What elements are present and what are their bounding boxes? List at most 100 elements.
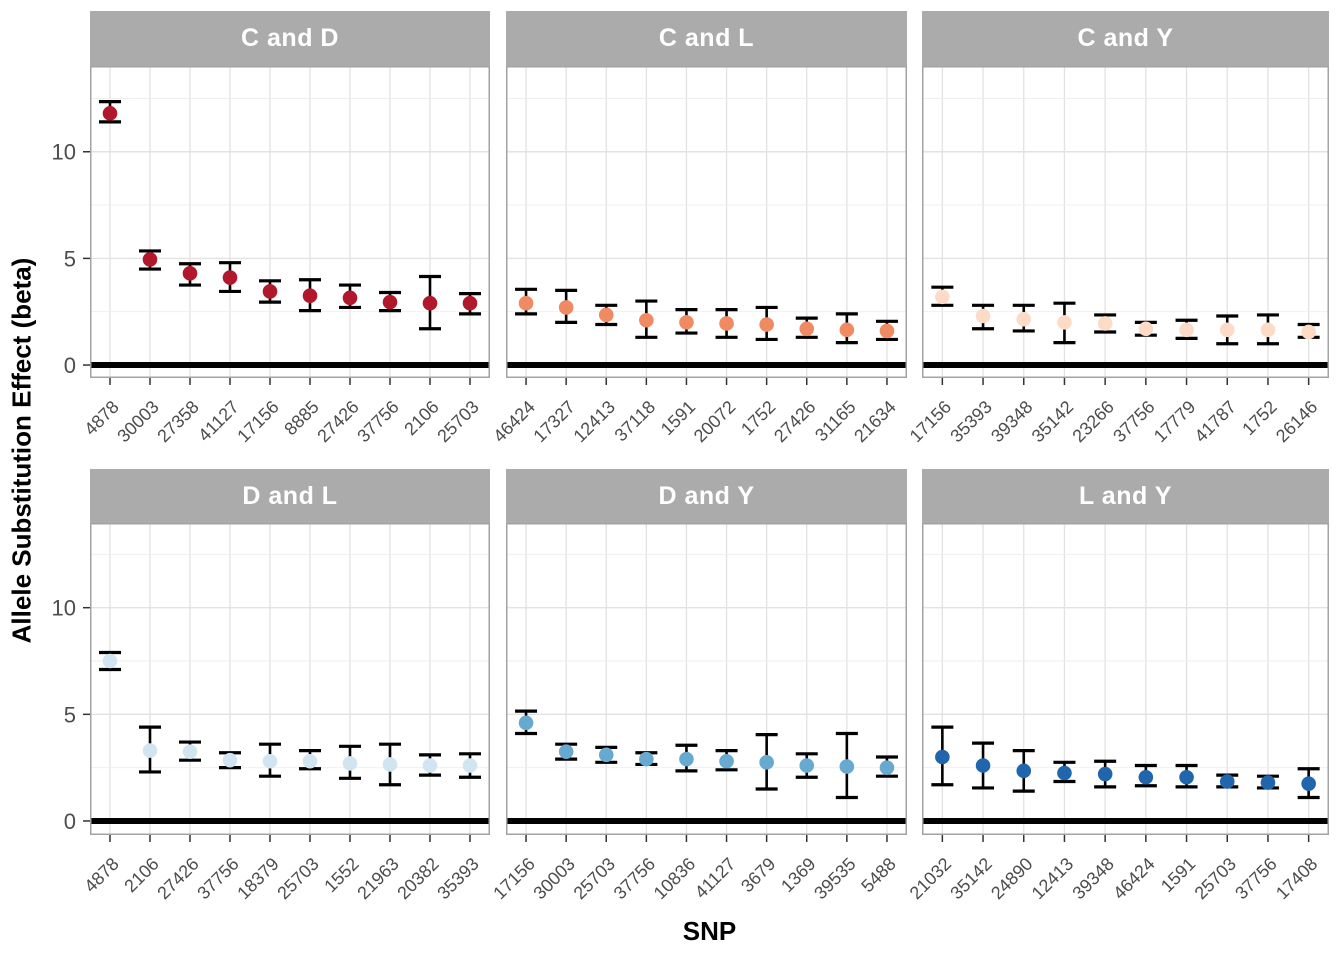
x-tick-label: 37756: [193, 854, 243, 904]
x-tick-label: 46424: [489, 397, 539, 447]
x-axis-title: SNP: [682, 916, 737, 946]
x-tick-label: 46424: [1109, 854, 1159, 904]
x-tick-label: 21963: [353, 854, 403, 904]
data-point: [639, 751, 654, 767]
x-tick-label: 17156: [233, 397, 283, 447]
data-point: [1097, 766, 1113, 782]
y-tick-label: 10: [52, 140, 76, 165]
data-point: [679, 315, 694, 330]
data-point: [1016, 763, 1032, 779]
x-tick-label: 12413: [570, 397, 620, 447]
data-point: [518, 295, 534, 311]
facet-plot-area: 4878210627426377561837925703155221963203…: [80, 523, 490, 904]
data-point: [102, 106, 118, 121]
data-point: [222, 752, 238, 768]
facet-plot-area: 4642417327124133711815912007217522742631…: [489, 66, 907, 447]
panel-border: [90, 66, 490, 378]
x-tick-label: 39348: [987, 397, 1037, 447]
x-tick-label: 41127: [691, 854, 740, 903]
x-tick-label: 20072: [690, 397, 740, 447]
panel-border: [506, 523, 907, 835]
facet-strip: L and Y: [922, 469, 1329, 523]
data-point: [222, 270, 238, 285]
data-point: [462, 758, 478, 773]
x-tick-label: 17779: [1150, 397, 1200, 447]
facet-strip: C and D: [90, 11, 490, 66]
data-point: [302, 753, 318, 769]
x-tick-label: 18379: [233, 854, 283, 904]
x-tick-label: 37756: [610, 854, 660, 904]
x-tick-label: 21634: [850, 397, 900, 447]
x-tick-label: 17156: [489, 854, 539, 904]
data-point: [839, 322, 855, 338]
panel-border: [922, 523, 1329, 835]
data-point: [462, 295, 478, 311]
data-point: [879, 760, 895, 775]
data-point: [598, 307, 614, 323]
y-axis: 0 5 10: [52, 596, 90, 834]
x-tick-label: 17327: [529, 397, 579, 447]
x-tick-label: 26146: [1272, 397, 1322, 447]
x-tick-label: 21032: [906, 854, 956, 904]
data-point: [639, 312, 654, 328]
data-point: [102, 653, 118, 669]
data-point: [262, 753, 278, 769]
x-tick-label: 37118: [611, 397, 660, 446]
data-point: [1057, 315, 1072, 330]
x-tick-label: 3679: [737, 854, 779, 896]
data-point: [839, 759, 855, 774]
data-point: [719, 316, 734, 331]
data-point: [679, 751, 694, 767]
data-point: [302, 288, 318, 304]
data-point: [182, 266, 198, 281]
data-point: [182, 744, 198, 759]
data-point: [1260, 322, 1276, 338]
data-point: [1097, 316, 1113, 331]
facet-strip-label: C and D: [241, 24, 339, 52]
data-point: [1219, 774, 1235, 789]
data-point: [1260, 775, 1276, 790]
data-point: [759, 755, 774, 770]
data-point: [422, 295, 438, 311]
facet-plot-area: 1715630003257033775610836411273679136939…: [489, 523, 907, 904]
y-axis: 0 5 10: [52, 140, 90, 378]
panel-border: [922, 66, 1329, 378]
facet-strip: C and Y: [922, 11, 1329, 66]
y-tick-label: 10: [52, 596, 76, 621]
panel-border: [90, 523, 490, 835]
y-tick-label: 0: [64, 353, 76, 378]
facet-strip-label: C and L: [658, 24, 755, 52]
data-point: [518, 715, 534, 731]
x-tick-label: 12413: [1028, 854, 1078, 904]
data-point: [142, 743, 158, 758]
data-point: [799, 758, 815, 773]
facet-plot-area: 2103235142248901241339348464241591257033…: [906, 523, 1329, 904]
data-point: [879, 323, 895, 339]
x-tick-label: 20382: [393, 854, 443, 904]
data-point: [1301, 776, 1316, 791]
x-tick-label: 25703: [570, 854, 620, 904]
facet-strip-label: C and Y: [1077, 24, 1174, 52]
x-tick-label: 27426: [313, 397, 363, 447]
data-point: [1179, 322, 1194, 338]
x-tick-label: 35393: [946, 397, 996, 447]
data-point: [799, 321, 815, 337]
x-tick-label: 23266: [1068, 397, 1118, 447]
x-tick-label: 31165: [811, 397, 860, 446]
data-point: [382, 294, 398, 310]
y-tick-label: 0: [64, 809, 76, 834]
data-point: [1179, 769, 1194, 785]
x-tick-label: 41127: [194, 397, 243, 446]
data-point: [598, 747, 614, 763]
x-tick-label: 5488: [857, 854, 899, 896]
x-tick-label: 17156: [906, 397, 956, 447]
data-point: [382, 757, 398, 772]
facet-strip: D and Y: [506, 469, 907, 523]
x-tick-label: 37756: [1231, 854, 1281, 904]
facet-strip-label: L and Y: [1079, 481, 1172, 510]
data-point: [342, 290, 358, 306]
y-tick-label: 5: [64, 246, 76, 271]
data-point: [342, 756, 358, 771]
facet-strip-label: D and Y: [658, 481, 755, 510]
